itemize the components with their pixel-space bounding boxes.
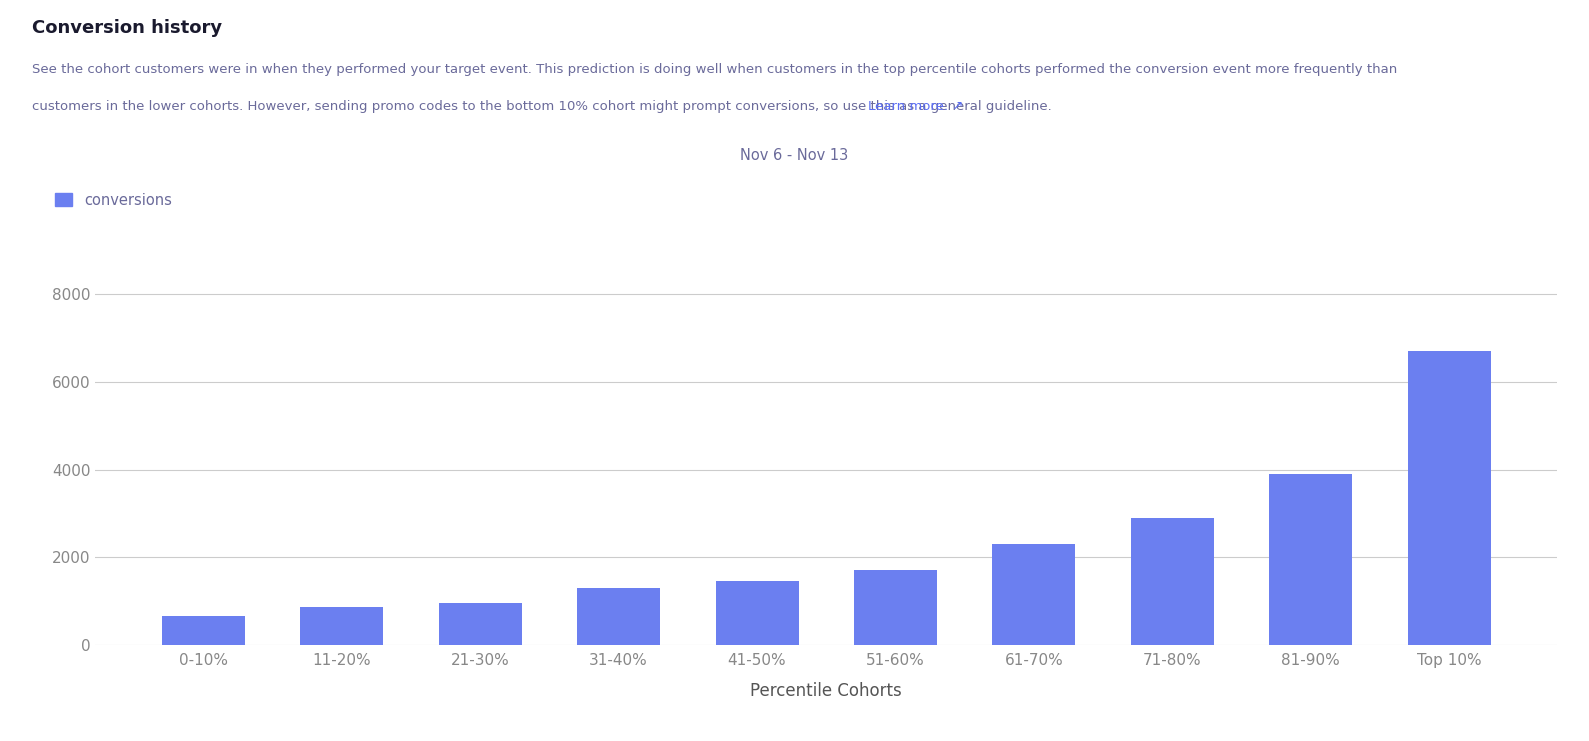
Text: Conversion history: Conversion history xyxy=(32,19,222,36)
X-axis label: Percentile Cohorts: Percentile Cohorts xyxy=(750,682,903,700)
Bar xyxy=(1270,474,1352,645)
Bar xyxy=(993,544,1076,645)
Bar xyxy=(439,603,521,645)
Legend: conversions: conversions xyxy=(56,193,172,207)
Bar xyxy=(300,608,383,645)
Bar xyxy=(1408,351,1490,645)
Bar xyxy=(1131,518,1214,645)
Bar xyxy=(715,581,799,645)
Bar xyxy=(162,617,245,645)
Text: customers in the lower cohorts. However, sending promo codes to the bottom 10% c: customers in the lower cohorts. However,… xyxy=(32,100,1052,113)
Bar xyxy=(577,588,659,645)
Text: Learn more. ↗: Learn more. ↗ xyxy=(868,100,963,113)
Text: See the cohort customers were in when they performed your target event. This pre: See the cohort customers were in when th… xyxy=(32,63,1397,76)
Bar xyxy=(853,571,938,645)
Text: Nov 6 - Nov 13: Nov 6 - Nov 13 xyxy=(740,148,849,163)
